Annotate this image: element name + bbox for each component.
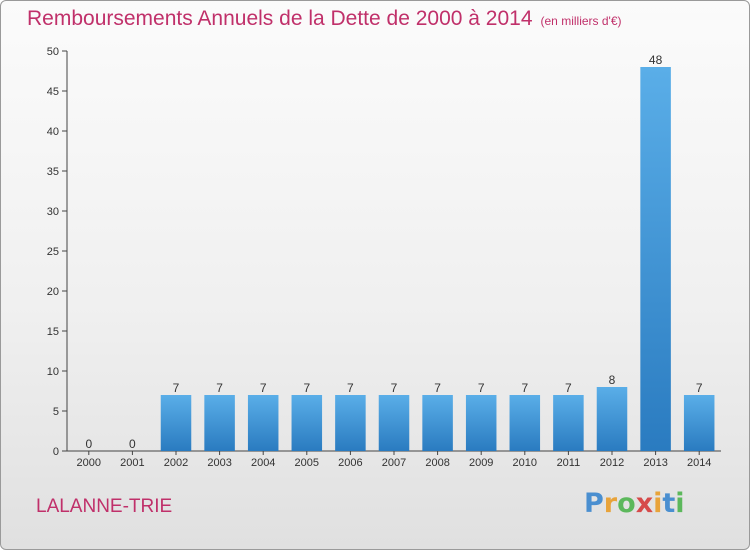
x-tick-label: 2005 — [295, 457, 319, 469]
bar — [422, 395, 453, 451]
x-tick-label: 2003 — [207, 457, 231, 469]
y-tick-label: 15 — [47, 326, 59, 338]
bar — [204, 395, 235, 451]
x-tick-label: 2014 — [687, 457, 711, 469]
y-tick-label: 35 — [47, 166, 59, 178]
y-tick-label: 30 — [47, 206, 59, 218]
logo-letter: P — [584, 488, 604, 519]
x-axis: 2000 2001 2002 2003 2004 2005 2006 2007 2008 2009… — [67, 450, 721, 469]
bar — [509, 395, 541, 451]
x-tick-label: 2010 — [513, 457, 537, 469]
bar — [683, 395, 715, 451]
logo-letter: r — [603, 488, 618, 519]
chart-title-text: Remboursements Annuels de la Dette de 20… — [27, 7, 533, 30]
bar-value-label: 0 — [85, 437, 92, 451]
y-tick-label: 40 — [47, 126, 59, 138]
y-axis: 0 5 10 15 20 25 30 35 40 45 50 — [47, 46, 68, 458]
bar-value-label: 0 — [129, 437, 136, 451]
bar — [291, 395, 323, 451]
bar-value-label: 7 — [391, 381, 398, 395]
bar-value-label: 7 — [478, 381, 485, 395]
bar — [465, 395, 497, 451]
commune-label: LALANNE-TRIE — [36, 496, 173, 517]
logo-letter: x — [635, 488, 654, 519]
bar-value-label: 7 — [303, 381, 310, 395]
bar — [335, 395, 366, 451]
bars: 0 0 7 7 7 7 7 7 7 7 7 7 8 48 7 — [85, 53, 715, 451]
bar-value-label: 7 — [260, 381, 267, 395]
x-tick-label: 2001 — [120, 457, 144, 469]
y-tick-label: 50 — [47, 46, 59, 58]
bar-value-label: 7 — [434, 381, 441, 395]
logo-letter: i — [653, 488, 663, 519]
x-tick-label: 2009 — [469, 457, 493, 469]
logo-letter: i — [675, 488, 685, 519]
y-tick-label: 45 — [47, 86, 59, 98]
bar — [247, 395, 279, 451]
x-tick-label: 2011 — [557, 457, 581, 469]
x-tick-label: 2007 — [382, 457, 406, 469]
x-tick-label: 2008 — [425, 457, 449, 469]
logo-letter: t — [662, 488, 676, 519]
x-tick-label: 2000 — [77, 457, 101, 469]
chart-subtitle: (en milliers d'€) — [540, 14, 622, 28]
proxiti-logo: Proxiti — [584, 488, 685, 519]
bar-value-label: 8 — [609, 373, 616, 387]
bar-value-label: 48 — [649, 53, 663, 67]
x-tick-label: 2006 — [338, 457, 362, 469]
bar — [378, 395, 410, 451]
bar — [160, 395, 192, 451]
y-tick-label: 20 — [47, 286, 59, 298]
bar-value-label: 7 — [216, 381, 223, 395]
bar — [596, 387, 628, 451]
y-tick-label: 5 — [53, 406, 59, 418]
y-tick-label: 0 — [53, 446, 59, 458]
bar-value-label: 7 — [565, 381, 572, 395]
bar-value-label: 7 — [521, 381, 528, 395]
bar-value-label: 7 — [696, 381, 703, 395]
y-tick-label: 10 — [47, 366, 59, 378]
bar-value-label: 7 — [173, 381, 180, 395]
y-tick-label: 25 — [47, 246, 59, 258]
bar — [640, 67, 671, 451]
chart-title: Remboursements Annuels de la Dette de 20… — [27, 7, 622, 31]
x-tick-label: 2012 — [600, 457, 624, 469]
bar-value-label: 7 — [347, 381, 354, 395]
x-tick-label: 2002 — [164, 457, 188, 469]
bar — [553, 395, 584, 451]
x-tick-label: 2013 — [643, 457, 667, 469]
logo-letter: o — [617, 488, 636, 519]
x-tick-label: 2004 — [251, 457, 275, 469]
